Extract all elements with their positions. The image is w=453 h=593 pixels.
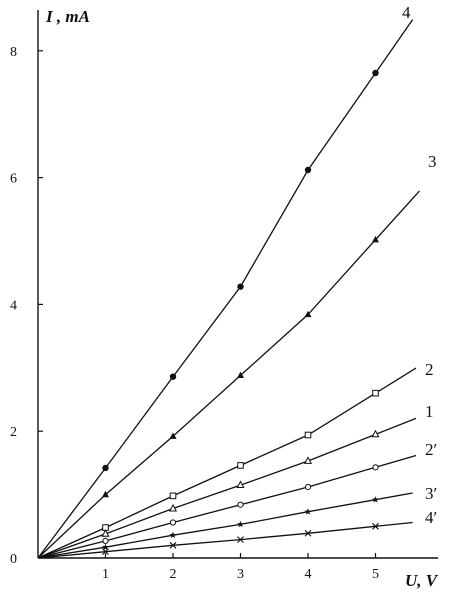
y-tick-label: 0 — [10, 552, 17, 567]
x-tick-label: 1 — [102, 567, 109, 582]
data-point — [102, 548, 109, 556]
y-tick-label: 6 — [10, 172, 17, 187]
data-point — [237, 283, 244, 290]
series-label: 3′ — [425, 484, 437, 503]
tick-marks: 1 2 3 4 5 0 2 4 6 8 — [10, 45, 379, 582]
data-point — [372, 464, 379, 471]
series-line — [37, 19, 414, 559]
series-label: 1 — [425, 402, 434, 421]
series-line — [37, 417, 417, 559]
data-point — [372, 522, 379, 530]
data-point — [304, 166, 312, 174]
series-markers — [101, 69, 380, 556]
data-point — [237, 536, 244, 544]
data-point — [304, 508, 312, 515]
data-point — [102, 490, 109, 498]
x-tick-label: 2 — [170, 567, 177, 582]
data-point — [237, 371, 244, 379]
series-label: 4 — [402, 3, 411, 22]
series-line — [37, 367, 417, 559]
data-point — [168, 503, 178, 512]
data-point — [236, 480, 245, 488]
data-point — [304, 483, 312, 491]
data-point — [304, 529, 312, 537]
data-point — [102, 543, 109, 551]
axes — [37, 10, 438, 559]
y-tick-label: 8 — [10, 45, 17, 60]
data-point — [304, 310, 312, 318]
data-point — [102, 464, 109, 472]
series-line — [37, 492, 413, 559]
data-point — [169, 492, 177, 500]
data-point — [372, 235, 379, 243]
data-point — [169, 432, 177, 439]
series-line — [37, 521, 413, 559]
series-line — [37, 190, 420, 559]
data-point — [372, 69, 379, 77]
series-labels: 4 3 2 1 2′ 3′ 4′ — [402, 3, 437, 527]
series-lines — [37, 19, 420, 559]
x-axis-title: U, V — [405, 571, 439, 590]
series-label: 3 — [428, 152, 437, 171]
data-point — [169, 541, 177, 549]
data-point — [169, 519, 177, 526]
data-point — [102, 537, 109, 544]
data-point — [237, 501, 244, 508]
data-point — [169, 373, 177, 380]
data-point — [101, 529, 110, 537]
x-tick-label: 5 — [372, 567, 379, 582]
x-tick-label: 4 — [305, 567, 312, 582]
series-label: 2′ — [425, 440, 437, 459]
y-tick-label: 2 — [10, 425, 17, 440]
series-label: 4′ — [425, 508, 437, 527]
y-axis-title: I , mA — [45, 7, 90, 26]
series-label: 2 — [425, 360, 434, 379]
data-point — [237, 462, 244, 469]
data-point — [372, 496, 379, 503]
data-point — [303, 456, 313, 464]
data-point — [372, 389, 379, 397]
y-tick-label: 4 — [10, 298, 17, 313]
data-point — [169, 531, 177, 539]
data-point — [237, 520, 244, 528]
data-point — [371, 429, 380, 438]
x-tick-label: 3 — [237, 567, 244, 582]
data-point — [304, 431, 312, 439]
